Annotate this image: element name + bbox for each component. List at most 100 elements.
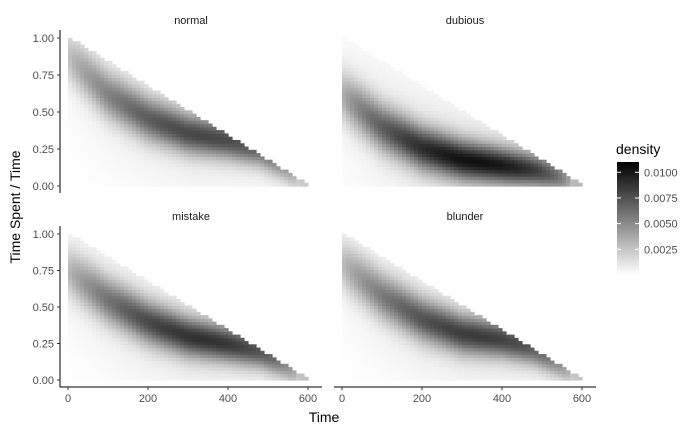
heatmap-cell — [224, 156, 229, 161]
heatmap-cell — [530, 162, 535, 167]
heatmap-cell — [124, 350, 129, 355]
heatmap-cell — [342, 110, 347, 115]
heatmap-cell — [426, 285, 431, 290]
heatmap-cell — [346, 41, 351, 46]
heatmap-cell — [108, 259, 113, 264]
heatmap-cell — [76, 243, 81, 248]
heatmap-cell — [164, 159, 169, 164]
heatmap-cell — [414, 153, 419, 157]
heatmap-cell — [100, 126, 105, 131]
heatmap-cell — [362, 308, 367, 313]
heatmap-cell — [366, 367, 371, 371]
heatmap-cell — [112, 328, 117, 332]
heatmap-cell — [374, 334, 379, 339]
heatmap-cell — [184, 337, 189, 342]
heatmap-cell — [374, 305, 379, 310]
heatmap-cell — [212, 146, 217, 151]
heatmap-cell — [232, 143, 237, 148]
heatmap-cell — [196, 367, 201, 371]
heatmap-cell — [128, 376, 133, 381]
heatmap-cell — [264, 162, 269, 167]
heatmap-cell — [188, 139, 193, 144]
heatmap-cell — [260, 357, 265, 362]
heatmap-cell — [76, 337, 81, 342]
heatmap-cell — [244, 367, 249, 371]
heatmap-cell — [358, 57, 363, 62]
heatmap-cell — [104, 289, 109, 293]
heatmap-cell — [172, 305, 177, 310]
heatmap-cell — [462, 130, 467, 134]
heatmap-cell — [346, 57, 351, 62]
heatmap-cell — [92, 110, 97, 115]
heatmap-cell — [354, 156, 359, 161]
heatmap-cell — [140, 282, 145, 287]
heatmap-cell — [362, 74, 367, 79]
heatmap-cell — [402, 373, 407, 378]
heatmap-cell — [374, 357, 379, 362]
heatmap-cell — [350, 153, 355, 157]
heatmap-cell — [112, 311, 117, 316]
heatmap-cell — [120, 162, 125, 167]
heatmap-cell — [370, 279, 375, 284]
heatmap-cell — [434, 130, 439, 134]
heatmap-cell — [414, 321, 419, 326]
heatmap-cell — [140, 331, 145, 336]
heatmap-cell — [108, 344, 113, 349]
heatmap-cell — [346, 360, 351, 365]
heatmap-cell — [100, 334, 105, 339]
heatmap-cell — [128, 311, 133, 316]
heatmap-cell — [342, 250, 347, 255]
heatmap-cell — [108, 341, 113, 345]
heatmap-cell — [482, 172, 487, 177]
heatmap-cell — [346, 334, 351, 339]
heatmap-cell — [366, 169, 371, 174]
heatmap-cell — [124, 97, 129, 102]
heatmap-cell — [386, 156, 391, 161]
heatmap-cell — [168, 176, 173, 181]
heatmap-cell — [104, 139, 109, 144]
heatmap-cell — [354, 139, 359, 144]
heatmap-cell — [382, 331, 387, 336]
heatmap-cell — [144, 367, 149, 371]
heatmap-cell — [370, 110, 375, 115]
heatmap-cell — [450, 113, 455, 118]
heatmap-cell — [422, 149, 427, 154]
heatmap-cell — [394, 120, 399, 125]
heatmap-cell — [164, 182, 169, 187]
heatmap-cell — [220, 376, 225, 381]
heatmap-cell — [144, 298, 149, 303]
heatmap-cell — [128, 172, 133, 177]
heatmap-cell — [132, 376, 137, 381]
heatmap-cell — [386, 263, 391, 268]
heatmap-cell — [252, 169, 257, 174]
heatmap-cell — [220, 350, 225, 355]
heatmap-cell — [260, 376, 265, 381]
heatmap-cell — [76, 266, 81, 271]
heatmap-cell — [506, 162, 511, 167]
heatmap-cell — [414, 84, 419, 88]
heatmap-cell — [350, 172, 355, 177]
heatmap-cell — [410, 166, 415, 171]
heatmap-cell — [84, 149, 89, 154]
heatmap-cell — [88, 64, 93, 69]
heatmap-cell — [140, 279, 145, 284]
heatmap-cell — [128, 298, 133, 303]
heatmap-cell — [84, 162, 89, 167]
heatmap-cell — [534, 166, 539, 171]
heatmap-cell — [342, 253, 347, 258]
heatmap-cell — [68, 350, 73, 355]
heatmap-cell — [252, 373, 257, 378]
heatmap-cell — [342, 370, 347, 375]
heatmap-cell — [454, 136, 459, 141]
heatmap-cell — [498, 133, 503, 138]
heatmap-cell — [76, 70, 81, 75]
heatmap-cell — [410, 156, 415, 161]
heatmap-cell — [446, 169, 451, 174]
heatmap-cell — [394, 143, 399, 148]
heatmap-cell — [128, 169, 133, 174]
heatmap-cell — [342, 295, 347, 300]
heatmap-cell — [486, 149, 491, 154]
heatmap-cell — [370, 259, 375, 264]
heatmap-cell — [350, 272, 355, 277]
heatmap-cell — [184, 159, 189, 164]
